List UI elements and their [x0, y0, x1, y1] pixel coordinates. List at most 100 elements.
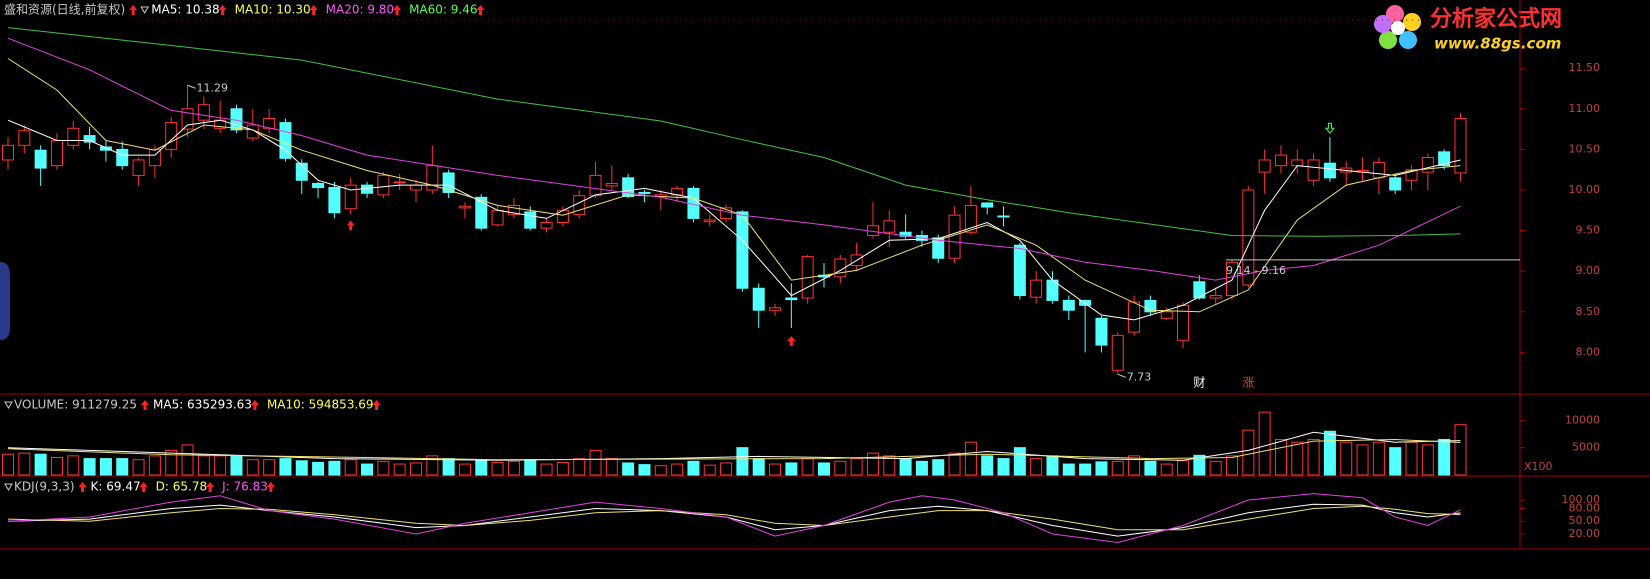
legend-entry: MA10: 10.30 [235, 3, 311, 17]
candle-body [1013, 244, 1026, 297]
candle-body [638, 191, 651, 194]
candle-body [703, 219, 716, 223]
y-tick-label: 5000 [1572, 441, 1600, 454]
volume-bar [1421, 444, 1434, 476]
candle-body [410, 184, 422, 191]
candle-body [540, 221, 553, 229]
candle-body [981, 202, 994, 208]
ma-line [7, 27, 1461, 237]
side-tab [0, 262, 10, 340]
volume-bar [2, 453, 14, 476]
volume-bar [703, 464, 716, 476]
volume-bar [622, 462, 635, 476]
candle-body [1160, 311, 1173, 319]
volume-bar [1079, 463, 1092, 476]
logo-center [1391, 21, 1405, 35]
volume-bar [1242, 429, 1255, 476]
volume-bar [1062, 463, 1075, 476]
candle-body [1372, 161, 1385, 179]
volume-bar [50, 457, 63, 476]
annotation: 财 [1193, 376, 1205, 390]
panel-title: KDJ(9,3,3) [14, 480, 75, 494]
volume-bar [1372, 441, 1385, 476]
candle-body [883, 220, 896, 233]
volume-bar [850, 458, 863, 476]
annotation: 涨 [1242, 375, 1254, 390]
volume-bar [736, 447, 749, 476]
volume-bar [1340, 441, 1353, 476]
unit-label: X100 [1524, 460, 1553, 473]
volume-bar [442, 458, 455, 476]
candle-body [1242, 189, 1255, 286]
y-tick-label: 8.00 [1576, 345, 1601, 358]
candle-body [997, 215, 1010, 218]
candle-body [1323, 162, 1336, 179]
collapse-marker [140, 6, 150, 14]
logo-petal [1403, 13, 1421, 31]
panel-title: 盛和资源(日线,前复权) [4, 2, 125, 17]
y-tick-label: 8.50 [1576, 305, 1601, 318]
candle-body [1144, 299, 1157, 313]
y-tick-label: 11.00 [1569, 102, 1601, 115]
volume-bar [197, 455, 210, 476]
candle-body [1128, 301, 1141, 333]
volume-bar [18, 452, 31, 476]
candle-body [1307, 159, 1320, 181]
volume-bar [99, 458, 112, 476]
arrow-marker [372, 400, 381, 410]
volume-bar [801, 458, 814, 476]
candle-body [736, 211, 749, 289]
volume-bar [1438, 438, 1451, 476]
candle-body [116, 148, 129, 167]
candle-body [393, 181, 406, 184]
candle-body [2, 144, 14, 161]
candle-body [458, 205, 471, 209]
y-tick-label: 20.00 [1569, 527, 1601, 540]
logo-petal [1386, 5, 1404, 23]
volume-bar [654, 465, 667, 476]
volume-bar [67, 455, 80, 476]
y-tick-label: 11.50 [1569, 61, 1601, 74]
y-tick-label: 50.00 [1569, 514, 1601, 527]
candle-body [1193, 281, 1206, 299]
candle-body [34, 149, 47, 169]
candle-body [1291, 159, 1304, 167]
y-tick-label: 9.50 [1576, 224, 1601, 237]
candle-body [752, 287, 765, 311]
candle-body [50, 139, 63, 167]
volume-bar [1193, 454, 1206, 476]
volume-bar [638, 464, 651, 476]
volume-bar [328, 460, 341, 476]
volume-bar [1274, 438, 1287, 476]
logo-petal [1379, 31, 1397, 49]
volume-bar [1356, 444, 1369, 476]
candle-body [442, 172, 455, 193]
volume-bar [1128, 455, 1141, 476]
candle-body [524, 211, 537, 229]
candle-body [1405, 169, 1418, 181]
candle-body [1258, 159, 1271, 173]
candle-body [1030, 279, 1043, 298]
legend-entry: MA5: 635293.63 [153, 398, 252, 412]
volume-bar [964, 441, 977, 476]
volume-bar [344, 459, 357, 476]
volume-bar [671, 463, 684, 476]
volume-bar [214, 455, 227, 476]
volume-bar [915, 460, 928, 476]
arrow-marker [393, 5, 402, 15]
annotation: 7.73 [1127, 370, 1152, 383]
volume-bar [165, 449, 178, 476]
volume-bar [279, 458, 292, 476]
volume-bar [997, 458, 1010, 476]
volume-bar [1389, 447, 1402, 476]
legend-entry: J: 76.83 [221, 480, 268, 494]
volume-bar [1258, 411, 1271, 476]
arrow-marker [206, 482, 215, 492]
volume-bar [491, 461, 504, 476]
annotation-pointer [1117, 373, 1126, 378]
volume-ma-line [7, 438, 1461, 461]
arrow-marker [218, 5, 227, 15]
logo: 分析家公式网 www.88gs.com [1374, 5, 1562, 53]
